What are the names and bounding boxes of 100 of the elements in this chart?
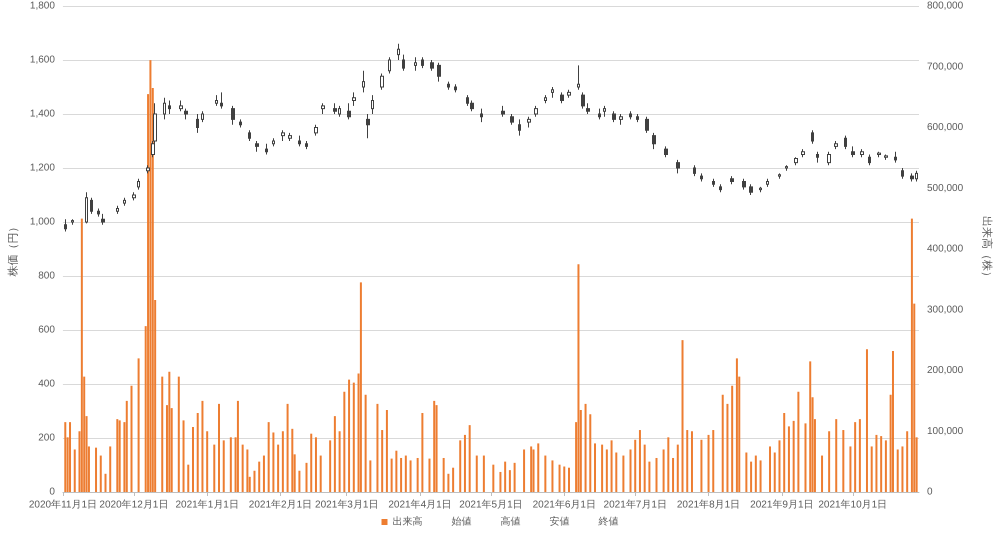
x-tick-label: 2021年1月1日 [175,498,239,510]
bar [329,440,332,492]
y-tick-label: 1,000 [30,216,56,228]
bar [161,376,164,492]
bar [537,443,540,492]
bar [508,470,511,492]
candlestick [265,143,268,155]
x-tick-label: 2021年5月1日 [459,498,523,510]
text: 終値 [598,516,618,528]
bar [95,448,98,492]
bar [523,449,526,492]
bar [622,456,624,492]
bar [436,405,438,492]
bar [118,420,121,492]
candlestick [827,151,831,166]
candlestick [801,148,805,158]
bar [736,358,738,492]
bar [601,444,604,492]
bar [286,404,289,492]
bar [910,218,913,492]
candlestick [629,110,632,120]
bar [544,456,546,492]
candlestick [298,135,301,147]
bar [69,422,72,492]
bar [656,458,658,492]
candlestick [179,100,183,112]
bar [104,474,106,492]
candlestick [123,197,126,206]
bar [433,400,436,492]
candlestick [851,146,855,158]
bar [262,456,265,492]
candlestick [712,178,715,188]
bar [428,458,430,492]
y-tick-label: 200 [38,432,56,444]
bar [459,440,462,492]
candlestick [321,102,325,114]
bar [218,404,220,492]
candlestick [901,168,904,180]
bar [615,452,618,492]
candlestick [742,178,746,190]
candlestick [480,108,483,123]
bar [563,466,566,492]
bar [821,456,824,492]
bar [464,434,466,492]
bar [314,437,317,492]
bar [386,410,388,492]
bar [138,358,140,492]
bar [74,449,76,492]
candlestick [168,100,171,114]
x-tick-label: 2021年8月1日 [676,498,740,510]
bar [364,394,367,492]
candlestick [371,94,374,114]
bar [849,446,852,492]
bar [644,444,646,492]
bar [551,460,554,492]
candlestick [860,148,864,158]
bar [213,444,216,492]
bar [504,462,506,492]
candlestick [421,56,424,69]
bar [404,456,407,492]
legend-label: 出来高 [392,516,422,528]
y2-tick-label: 400,000 [927,244,964,254]
candlestick [314,124,318,136]
bar [80,218,83,492]
candlestick [664,146,668,158]
y2-tick-label: 500,000 [927,182,964,194]
bar [700,440,702,492]
bar [662,449,665,492]
candlestick [414,56,417,72]
candlestick [437,62,441,82]
candlestick [501,105,505,118]
y2-tick-label: 300,000 [927,304,964,316]
bar [769,446,772,492]
bar [376,404,378,492]
bar [682,340,684,492]
y-tick-label: 400 [38,378,56,390]
candlestick [834,140,838,150]
candlestick [288,132,292,142]
bar [253,470,256,492]
candlestick [184,108,188,120]
x-tick-label: 2021年2月1日 [248,498,312,510]
bar [298,470,300,492]
candlestick [749,184,753,196]
candlestick [778,172,781,180]
candlestick [759,186,762,193]
candlestick [97,208,100,218]
candlestick [116,205,119,214]
x-tick-label: 2021年6月1日 [532,498,596,510]
bar [783,413,786,492]
candlestick [255,140,259,152]
bar [130,386,133,492]
y2-tick-label: 200,000 [927,365,964,376]
bar [726,404,728,492]
candlestick [868,154,871,166]
bar [778,440,780,492]
candlestick [201,110,204,123]
candlestick [64,218,67,232]
candlestick [551,86,554,98]
bar [530,446,532,492]
x-tick-label: 2021年10月1日 [818,498,888,510]
